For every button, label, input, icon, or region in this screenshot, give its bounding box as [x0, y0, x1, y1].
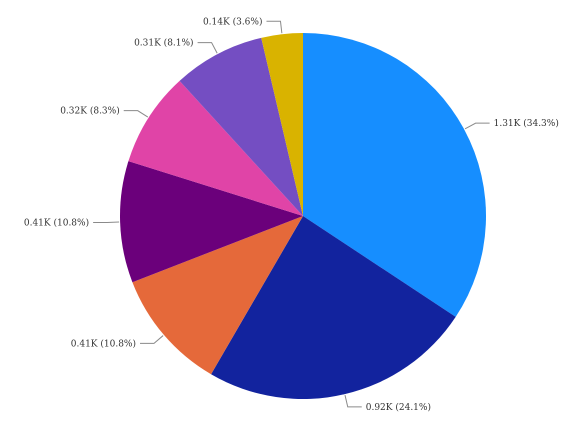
- data-label: 0.92K (24.1%): [366, 402, 431, 413]
- leader-line: [464, 122, 490, 130]
- data-label: 0.14K (3.6%): [203, 16, 263, 27]
- pie-slice[interactable]: [211, 216, 456, 399]
- pie-slice[interactable]: [132, 216, 303, 375]
- leader-line: [266, 20, 283, 34]
- pie-slice[interactable]: [179, 37, 303, 216]
- data-label: 0.41K (10.8%): [24, 217, 89, 228]
- pie-slice[interactable]: [303, 33, 487, 317]
- data-label: 1.31K (34.3%): [494, 118, 559, 129]
- leader-line: [344, 395, 362, 408]
- leader-lines-layer: [93, 20, 490, 408]
- data-labels-layer: 1.31K (34.3%) 0.92K (24.1%) 0.41K (10.8%) 0…: [24, 16, 559, 413]
- data-label: 0.32K (8.3%): [60, 106, 120, 117]
- pie-slice[interactable]: [128, 80, 303, 216]
- pie-slice[interactable]: [120, 161, 304, 283]
- leader-line: [140, 335, 164, 344]
- pie-slice[interactable]: [261, 33, 303, 216]
- leader-line: [197, 42, 218, 54]
- data-label: 0.41K (10.8%): [71, 338, 136, 349]
- slices-layer: [120, 33, 487, 399]
- leader-line: [123, 110, 149, 118]
- data-label: 0.31K (8.1%): [134, 38, 194, 49]
